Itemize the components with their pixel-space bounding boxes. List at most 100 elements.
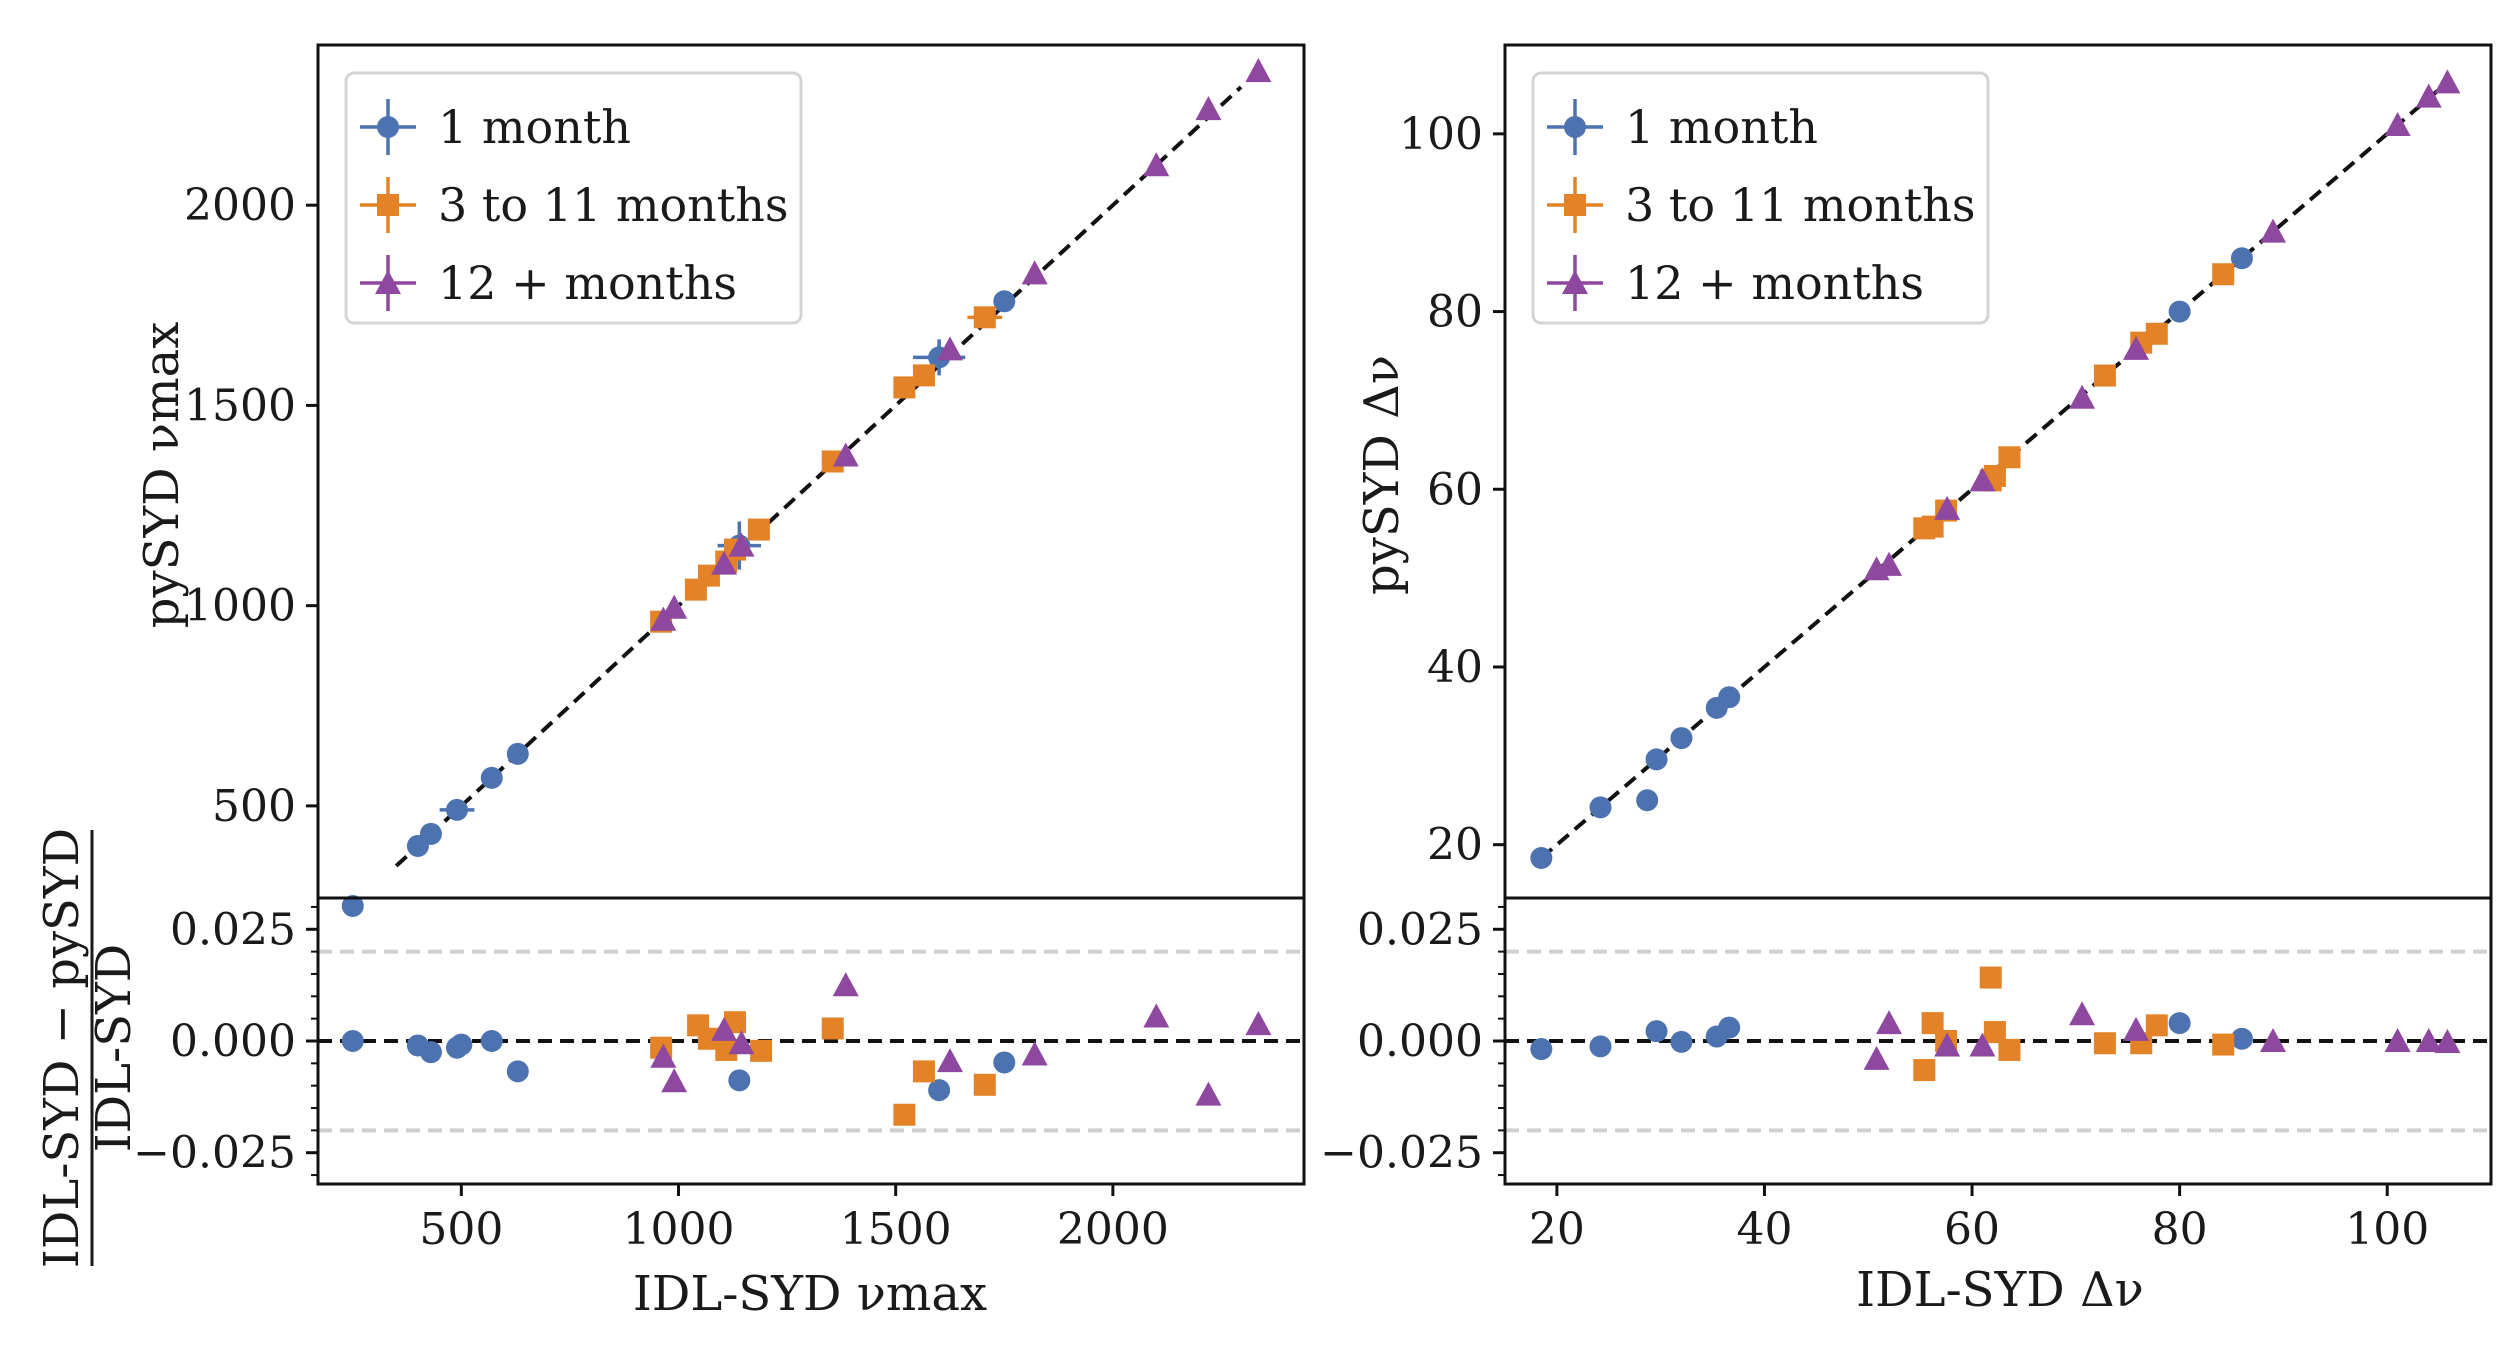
numax-residual-point-2-8 xyxy=(1195,1081,1222,1106)
dnu-main-legend-marker-2 xyxy=(1562,270,1588,295)
numax-main-point-1-9 xyxy=(973,306,996,329)
numax-residual-point-2-4 xyxy=(832,972,859,997)
numax-main-point-1-7 xyxy=(893,376,916,399)
dnu-residual-point-2-8 xyxy=(2415,1028,2442,1053)
dnu-main-point-2-6 xyxy=(2260,218,2287,243)
numax-residual-point-0-9 xyxy=(993,1051,1016,1074)
dnu-main-point-0-1 xyxy=(1589,796,1612,819)
dnu-residual-xtick-label-0: 20 xyxy=(1529,1204,1585,1255)
dnu-residual-point-0-6 xyxy=(2168,1012,2191,1035)
dnu-residual-xtick-label-2: 60 xyxy=(1944,1204,2000,1255)
numax-main-ytick-label-1: 1000 xyxy=(184,581,296,632)
numax-main-point-2-2 xyxy=(711,550,738,575)
numax-residual-xtick-label-3: 2000 xyxy=(1057,1204,1169,1255)
dnu-residual-ytick-label-1: 0.000 xyxy=(1357,1016,1483,1067)
numax-main-ytick-label-3: 2000 xyxy=(184,180,296,231)
numax-residual-point-2-0 xyxy=(650,1043,677,1068)
dnu-residual-point-2-0 xyxy=(1863,1045,1890,1070)
dnu-main-point-2-1 xyxy=(1876,551,1903,576)
dnu-residual-point-1-5 xyxy=(1998,1038,2021,1061)
numax-main-legend-label-0: 1 month xyxy=(438,100,631,154)
numax-main-point-1-6 xyxy=(821,450,844,473)
numax-main-point-2-4 xyxy=(832,442,859,467)
numax-residual-point-1-6 xyxy=(821,1017,844,1040)
numax-residual-point-1-7 xyxy=(893,1103,916,1126)
dnu-residual-point-2-9 xyxy=(2434,1028,2461,1053)
dnu-residual-point-1-3 xyxy=(1979,966,2002,989)
numax-residual-ytick-label-1: 0.000 xyxy=(170,1016,296,1067)
dnu-main-point-2-4 xyxy=(2069,384,2096,409)
dnu-main-point-1-5 xyxy=(1998,446,2021,469)
numax-main-point-2-5 xyxy=(936,336,963,361)
numax-residual-point-2-1 xyxy=(661,1068,688,1093)
dnu-residual-point-0-5 xyxy=(1718,1016,1741,1039)
numax-main-ylabel: pySYD νmax xyxy=(134,322,190,629)
dnu-residual-point-2-5 xyxy=(2123,1016,2150,1041)
dnu-main-legend-label-0: 1 month xyxy=(1625,100,1818,154)
numax-main-legend-label-2: 12 + months xyxy=(438,256,737,310)
numax-main-series-2 xyxy=(650,58,1272,631)
dnu-residual-xtick-label-1: 40 xyxy=(1736,1204,1792,1255)
dnu-main-point-1-8 xyxy=(2145,322,2168,345)
dnu-residual-xtick-label-3: 80 xyxy=(2152,1204,2208,1255)
dnu-main-point-0-0 xyxy=(1530,847,1553,870)
dnu-main-series-0 xyxy=(1530,247,2253,870)
numax-residual-ytick-label-2: 0.025 xyxy=(170,904,296,955)
dnu-residual-point-2-2 xyxy=(1934,1032,1961,1057)
dnu-residual-point-0-1 xyxy=(1589,1035,1612,1058)
numax-residual-ytick-label-0: −0.025 xyxy=(133,1128,296,1179)
dnu-residual-point-2-6 xyxy=(2260,1028,2287,1053)
dnu-main-legend-label-2: 12 + months xyxy=(1625,256,1924,310)
numax-xlabel: IDL-SYD νmax xyxy=(633,1266,987,1322)
numax-main-point-0-3 xyxy=(445,798,468,821)
dnu-main-point-2-9 xyxy=(2434,69,2461,94)
dnu-main-point-0-4 xyxy=(1670,727,1693,750)
numax-main-legend-marker-2 xyxy=(375,270,401,295)
numax-main-point-2-9 xyxy=(1245,58,1272,83)
numax-main-legend-marker-0 xyxy=(377,116,399,138)
dnu-residual-point-0-2 xyxy=(1645,1020,1668,1043)
numax-main-point-1-5 xyxy=(747,518,770,541)
dnu-main-ytick-label-0: 20 xyxy=(1427,820,1483,871)
dnu-main-series-2 xyxy=(1863,69,2461,581)
numax-residual-point-0-5 xyxy=(480,1030,503,1052)
numax-main-point-0-0 xyxy=(341,895,364,918)
numax-main-point-0-2 xyxy=(419,822,442,845)
residual-ylabel: IDL-SYD − pySYD IDL-SYD xyxy=(34,828,142,1268)
dnu-main-legend-marker-0 xyxy=(1564,116,1586,138)
numax-residual-point-2-7 xyxy=(1143,1003,1170,1028)
residual-ylabel-numerator: IDL-SYD − pySYD xyxy=(34,828,90,1268)
dnu-residual-xtick-label-4: 100 xyxy=(2345,1204,2429,1255)
numax-main-point-2-1 xyxy=(661,594,688,619)
dnu-main-legend: 1 month 3 to 11 months 12 + months xyxy=(1531,71,1990,325)
dnu-residual-point-2-4 xyxy=(2069,1001,2096,1026)
numax-residual-series-0 xyxy=(341,1030,1016,1102)
dnu-main-ytick-label-2: 60 xyxy=(1427,464,1483,515)
dnu-main-ylabel: pySYD Δν xyxy=(1354,355,1410,595)
dnu-main-legend-marker-1 xyxy=(1564,194,1586,216)
numax-residual-series-1 xyxy=(650,1011,996,1126)
numax-residual-panel: −0.025 0.000 0.025 500 1000 1500 2000 xyxy=(133,896,1306,1255)
dnu-residual-series-0 xyxy=(1530,1012,2253,1061)
numax-residual-xtick-label-1: 1000 xyxy=(623,1204,735,1255)
numax-main-point-2-3 xyxy=(728,532,755,557)
dnu-main-point-2-8 xyxy=(2415,83,2442,108)
dnu-residual-series-2 xyxy=(1863,1001,2461,1070)
numax-main-legend-marker-1 xyxy=(377,194,399,216)
numax-residual-point-1-2 xyxy=(697,1027,720,1050)
dnu-main-point-0-7 xyxy=(2168,300,2191,323)
numax-residual-point-0-4 xyxy=(450,1033,473,1056)
numax-residual-point-0-7 xyxy=(728,1069,751,1092)
dnu-residual-point-2-1 xyxy=(1876,1010,1903,1035)
numax-main-legend-label-1: 3 to 11 months xyxy=(438,178,789,232)
numax-residual-xtick-label-0: 500 xyxy=(419,1204,503,1255)
numax-main-ytick-label-2: 1500 xyxy=(184,380,296,431)
dnu-main-point-2-5 xyxy=(2123,335,2150,360)
dnu-main-panel: 20 40 60 80 100 1 month 3 to 11 months 12 + mon… xyxy=(1399,43,2493,900)
dnu-main-point-0-6 xyxy=(1718,686,1741,709)
numax-residual-xtick-label-2: 1500 xyxy=(840,1204,952,1255)
numax-residual-point-2-6 xyxy=(1021,1041,1048,1066)
dnu-main-ytick-label-1: 40 xyxy=(1427,642,1483,693)
dnu-main-point-0-8 xyxy=(2230,247,2253,270)
